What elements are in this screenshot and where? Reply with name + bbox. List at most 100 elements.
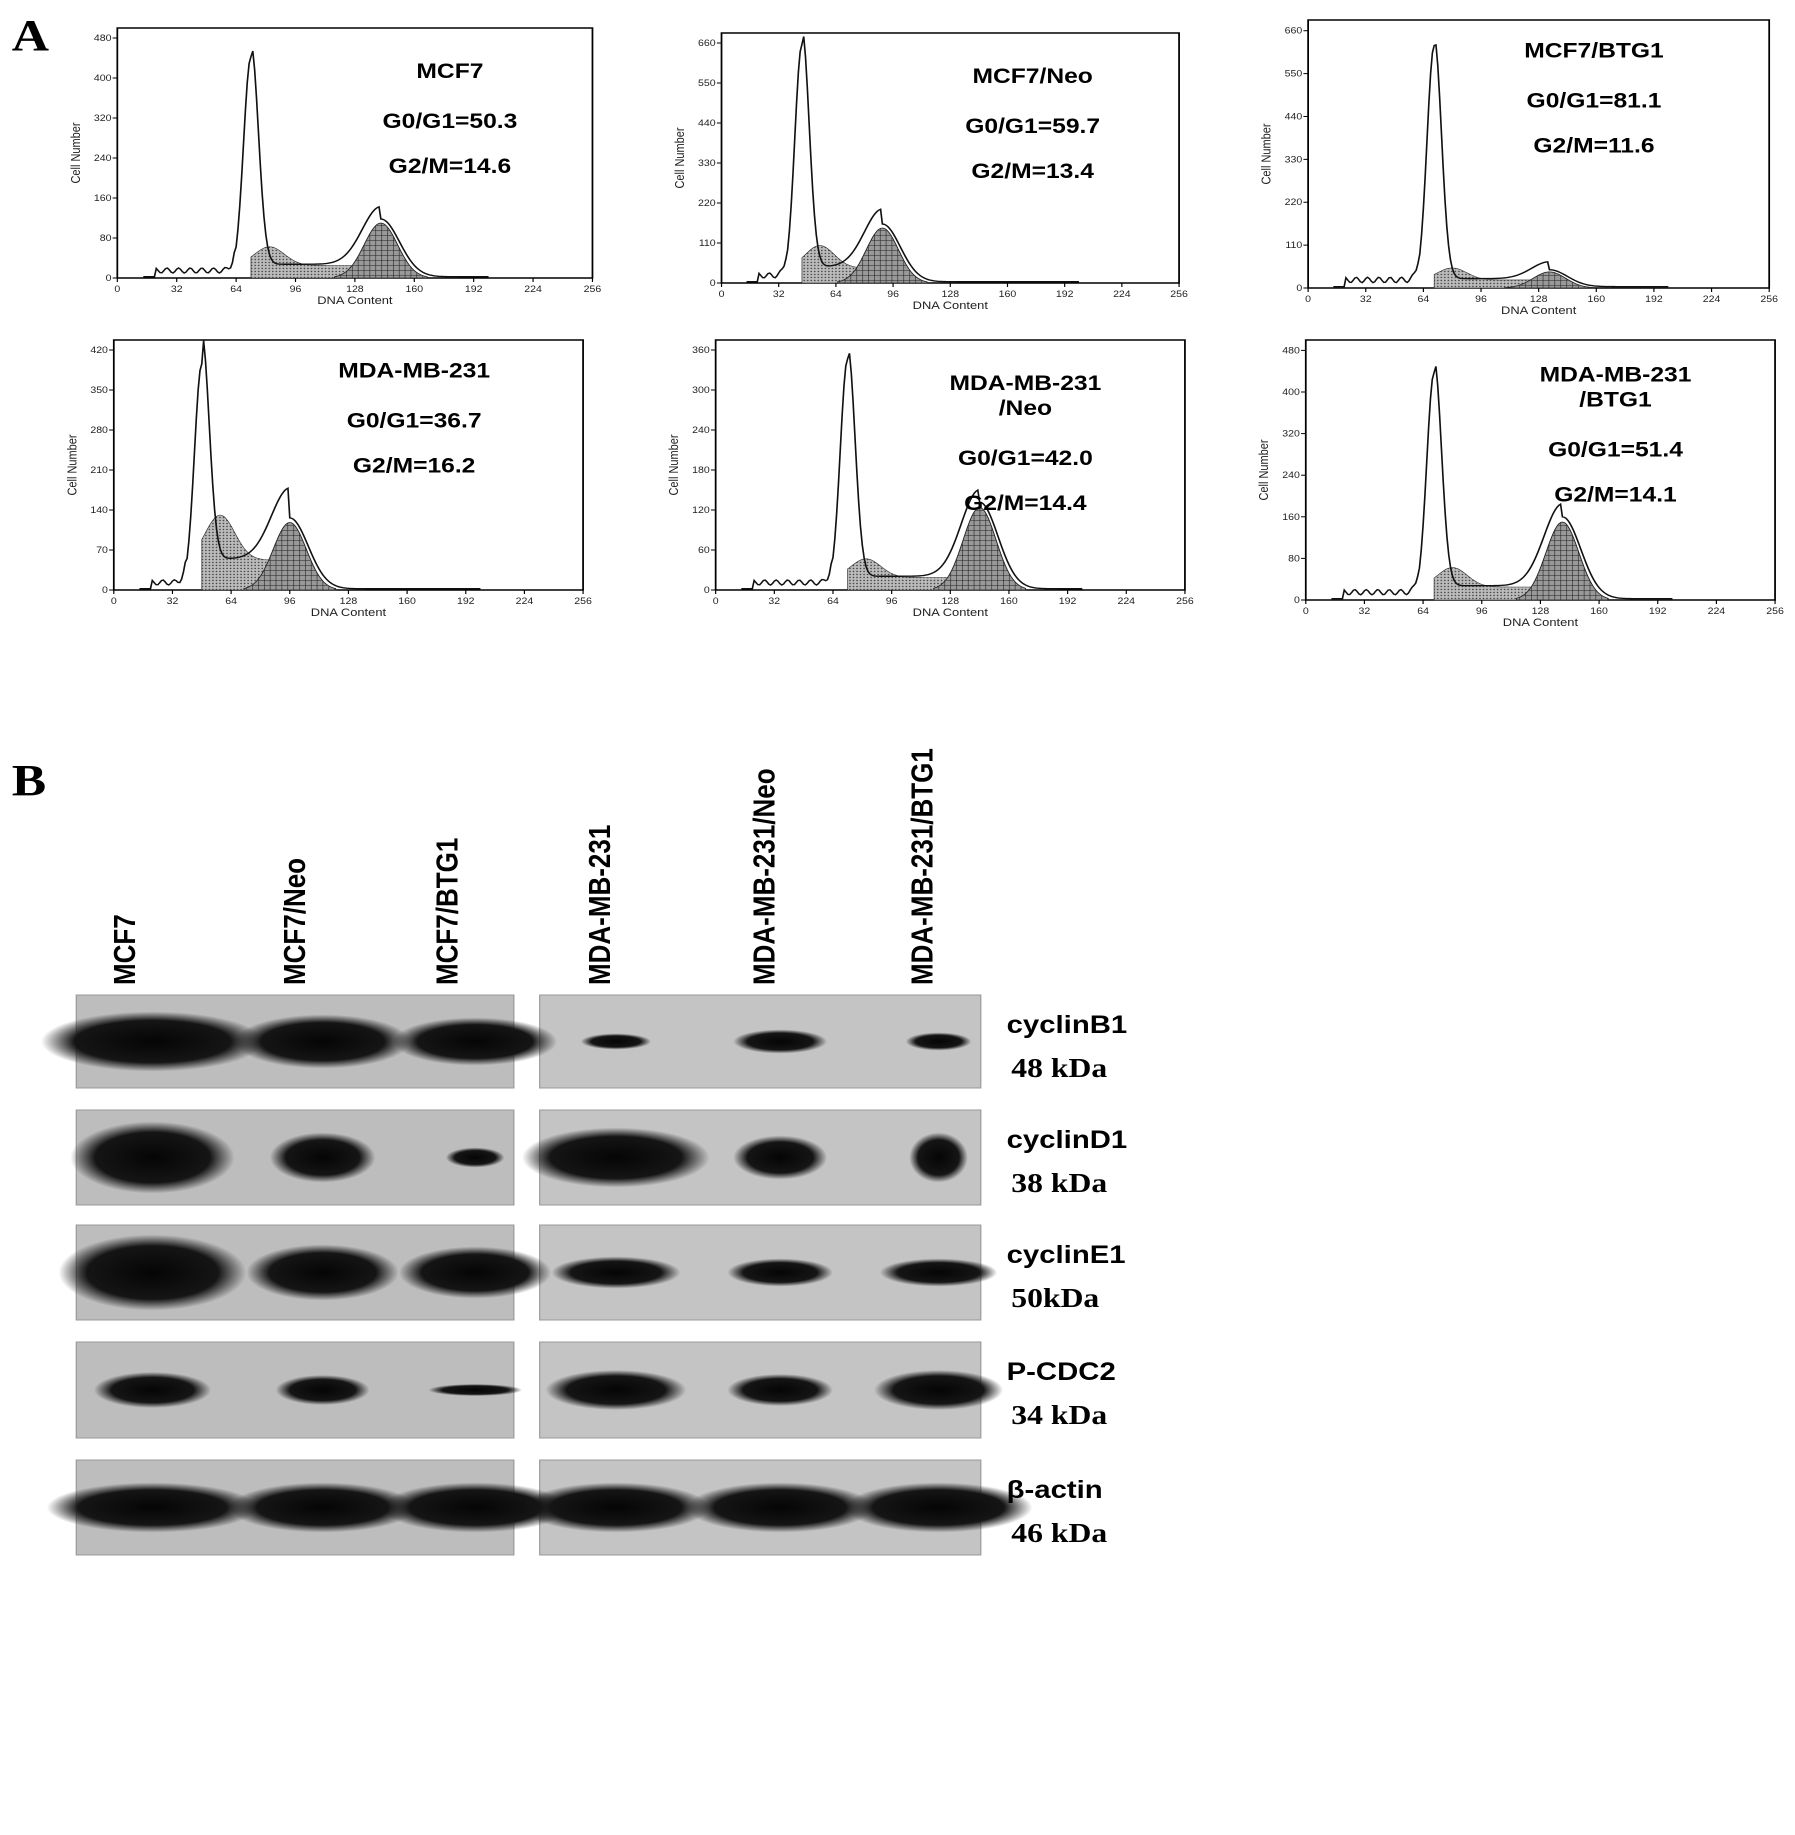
band xyxy=(70,1121,235,1194)
band xyxy=(522,1127,710,1188)
y-tick-label: 0 xyxy=(710,279,716,289)
y-tick-label: 330 xyxy=(1285,155,1303,165)
g0g1-stat: G0/G1=50.3 xyxy=(383,109,518,133)
x-tick-label: 0 xyxy=(111,597,117,607)
y-tick-label: 440 xyxy=(1285,112,1303,122)
y-tick-label: 550 xyxy=(1285,69,1303,79)
y-tick-label: 400 xyxy=(1282,388,1300,398)
histogram-line xyxy=(139,340,481,590)
y-tick-label: 240 xyxy=(692,426,710,436)
y-axis-label: Cell Number xyxy=(1256,439,1271,500)
x-tick-label: 128 xyxy=(941,290,959,300)
protein-label: P-CDC2 xyxy=(1007,1357,1116,1385)
band xyxy=(733,1029,828,1054)
g2-area xyxy=(243,522,337,591)
x-tick-label: 160 xyxy=(405,285,423,295)
plot-title: MDA-MB-231 xyxy=(949,371,1101,395)
g2m-stat: G2/M=14.4 xyxy=(964,491,1087,515)
x-tick-label: 32 xyxy=(171,285,183,295)
x-tick-label: 64 xyxy=(230,285,242,295)
protein-label: cyclinE1 xyxy=(1007,1240,1126,1268)
x-tick-label: 128 xyxy=(346,285,364,295)
x-tick-label: 256 xyxy=(1760,295,1778,305)
x-tick-label: 96 xyxy=(886,597,898,607)
x-tick-label: 224 xyxy=(1117,597,1135,607)
x-tick-label: 224 xyxy=(1113,290,1131,300)
band xyxy=(522,1482,710,1533)
y-tick-label: 70 xyxy=(96,546,108,556)
y-tick-label: 0 xyxy=(106,274,112,284)
g2-area xyxy=(837,227,928,284)
y-tick-label: 240 xyxy=(94,154,112,164)
y-axis-label: Cell Number xyxy=(666,434,681,495)
g2-area xyxy=(334,222,428,279)
y-tick-label: 400 xyxy=(94,74,112,84)
x-tick-label: 32 xyxy=(773,290,785,300)
y-tick-label: 660 xyxy=(1285,26,1303,36)
lane-label: MCF7/Neo xyxy=(278,858,312,985)
lane-label: MCF7 xyxy=(108,914,142,985)
band xyxy=(398,1246,552,1299)
g0g1-stat: G0/G1=51.4 xyxy=(1548,437,1683,461)
x-tick-label: 224 xyxy=(1703,295,1721,305)
g2m-stat: G2/M=14.1 xyxy=(1554,482,1677,506)
histogram-line xyxy=(746,36,1079,283)
y-tick-label: 0 xyxy=(1296,284,1302,294)
plot-title: /BTG1 xyxy=(1579,387,1652,411)
plot-title: /Neo xyxy=(999,396,1052,420)
band xyxy=(879,1258,998,1287)
y-tick-label: 220 xyxy=(1285,198,1303,208)
plot-title: MDA-MB-231 xyxy=(1540,362,1692,386)
plot-title: MCF7/BTG1 xyxy=(1524,38,1664,62)
band xyxy=(428,1384,523,1396)
x-axis-label: DNA Content xyxy=(913,606,989,619)
lane-label: MDA-MB-231/Neo xyxy=(747,768,781,985)
protein-label: cyclinD1 xyxy=(1007,1125,1128,1153)
x-axis-label: DNA Content xyxy=(1501,304,1577,317)
band xyxy=(686,1482,875,1533)
y-tick-label: 160 xyxy=(94,194,112,204)
x-tick-label: 256 xyxy=(574,597,592,607)
size-label: 48 kDa xyxy=(1011,1054,1107,1083)
g0g1-stat: G0/G1=59.7 xyxy=(965,114,1100,138)
x-tick-label: 64 xyxy=(1418,295,1430,305)
y-tick-label: 440 xyxy=(698,119,716,129)
protein-label: cyclinB1 xyxy=(1007,1010,1128,1038)
band xyxy=(393,1017,558,1066)
x-tick-label: 0 xyxy=(719,290,725,300)
x-tick-label: 128 xyxy=(340,597,358,607)
x-axis-label: DNA Content xyxy=(913,299,989,312)
x-tick-label: 256 xyxy=(584,285,602,295)
x-tick-label: 64 xyxy=(1417,607,1429,617)
y-tick-label: 320 xyxy=(94,114,112,124)
x-tick-label: 192 xyxy=(465,285,483,295)
y-tick-label: 350 xyxy=(90,386,108,396)
band xyxy=(844,1482,1033,1533)
x-tick-label: 128 xyxy=(941,597,959,607)
x-tick-label: 160 xyxy=(1587,295,1605,305)
x-tick-label: 128 xyxy=(1532,607,1550,617)
x-axis-label: DNA Content xyxy=(317,294,393,307)
x-tick-label: 192 xyxy=(1056,290,1074,300)
histogram-line xyxy=(1333,43,1669,288)
plot-title: MCF7/Neo xyxy=(972,64,1092,88)
y-tick-label: 0 xyxy=(1294,596,1300,606)
g2-area xyxy=(933,507,1026,591)
y-tick-label: 80 xyxy=(100,234,112,244)
g2m-stat: G2/M=13.4 xyxy=(971,159,1094,183)
plot-title: MDA-MB-231 xyxy=(338,358,490,382)
y-axis-label: Cell Number xyxy=(672,127,687,188)
y-axis-label: Cell Number xyxy=(68,122,83,183)
band xyxy=(727,1374,833,1406)
y-tick-label: 550 xyxy=(698,79,716,89)
band xyxy=(727,1258,833,1287)
band xyxy=(269,1132,376,1183)
x-tick-label: 32 xyxy=(1359,607,1371,617)
x-tick-label: 160 xyxy=(398,597,416,607)
g2m-stat: G2/M=16.2 xyxy=(353,453,475,477)
x-tick-label: 0 xyxy=(713,597,719,607)
lane-label: MDA-MB-231/BTG1 xyxy=(906,748,940,985)
y-tick-label: 360 xyxy=(692,346,710,356)
x-tick-label: 32 xyxy=(1360,295,1372,305)
y-tick-label: 330 xyxy=(698,159,716,169)
